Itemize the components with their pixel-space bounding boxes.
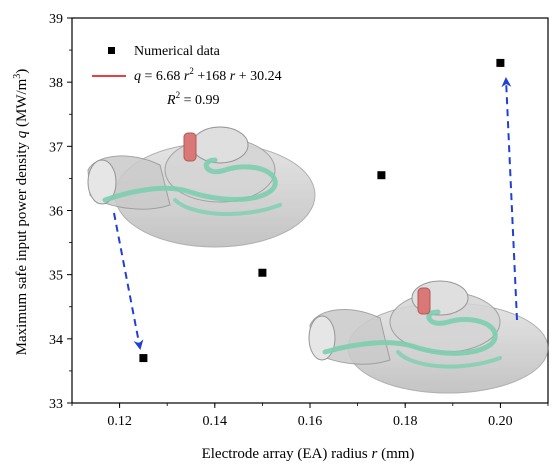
x-axis-title: Electrode array (EA) radius r (mm) bbox=[202, 446, 415, 462]
legend-label-numerical: Numerical data bbox=[134, 44, 221, 59]
x-tick-label: 0.20 bbox=[488, 414, 513, 429]
x-tick-label: 0.12 bbox=[107, 414, 132, 429]
legend: Numerical data q = 6.68 r2 +168 r + 30.2… bbox=[92, 44, 282, 108]
annotation-arrow-right bbox=[501, 77, 518, 321]
y-tick-label: 38 bbox=[49, 76, 63, 91]
y-tick-label: 37 bbox=[49, 140, 63, 155]
legend-marker-numerical bbox=[108, 47, 115, 54]
y-tick-label: 33 bbox=[49, 397, 63, 412]
annotation-arrow-left bbox=[113, 212, 144, 350]
axis-ticks: 0.12 0.14 0.16 0.18 0.20 33 34 35 36 37 38 39 bbox=[49, 12, 549, 429]
x-tick-label: 0.18 bbox=[393, 414, 418, 429]
y-tick-label: 39 bbox=[49, 12, 63, 27]
data-point bbox=[496, 58, 505, 67]
x-tick-label: 0.16 bbox=[298, 414, 323, 429]
x-tick-label: 0.14 bbox=[203, 414, 228, 429]
data-point bbox=[139, 354, 148, 363]
y-tick-label: 35 bbox=[49, 269, 63, 284]
data-point bbox=[258, 268, 267, 277]
y-tick-label: 34 bbox=[49, 333, 63, 348]
cochlea-illustration-left bbox=[87, 126, 316, 248]
cochlea-illustration-right bbox=[308, 280, 549, 394]
data-point bbox=[377, 171, 386, 180]
y-tick-label: 36 bbox=[49, 205, 63, 220]
legend-equation: q = 6.68 r2 +168 r + 30.24 bbox=[134, 66, 282, 84]
data-markers bbox=[139, 58, 505, 363]
legend-r-squared: R2 = 0.99 bbox=[166, 90, 219, 108]
y-axis-title: Maximum safe input power density q (MW/m… bbox=[12, 69, 30, 356]
